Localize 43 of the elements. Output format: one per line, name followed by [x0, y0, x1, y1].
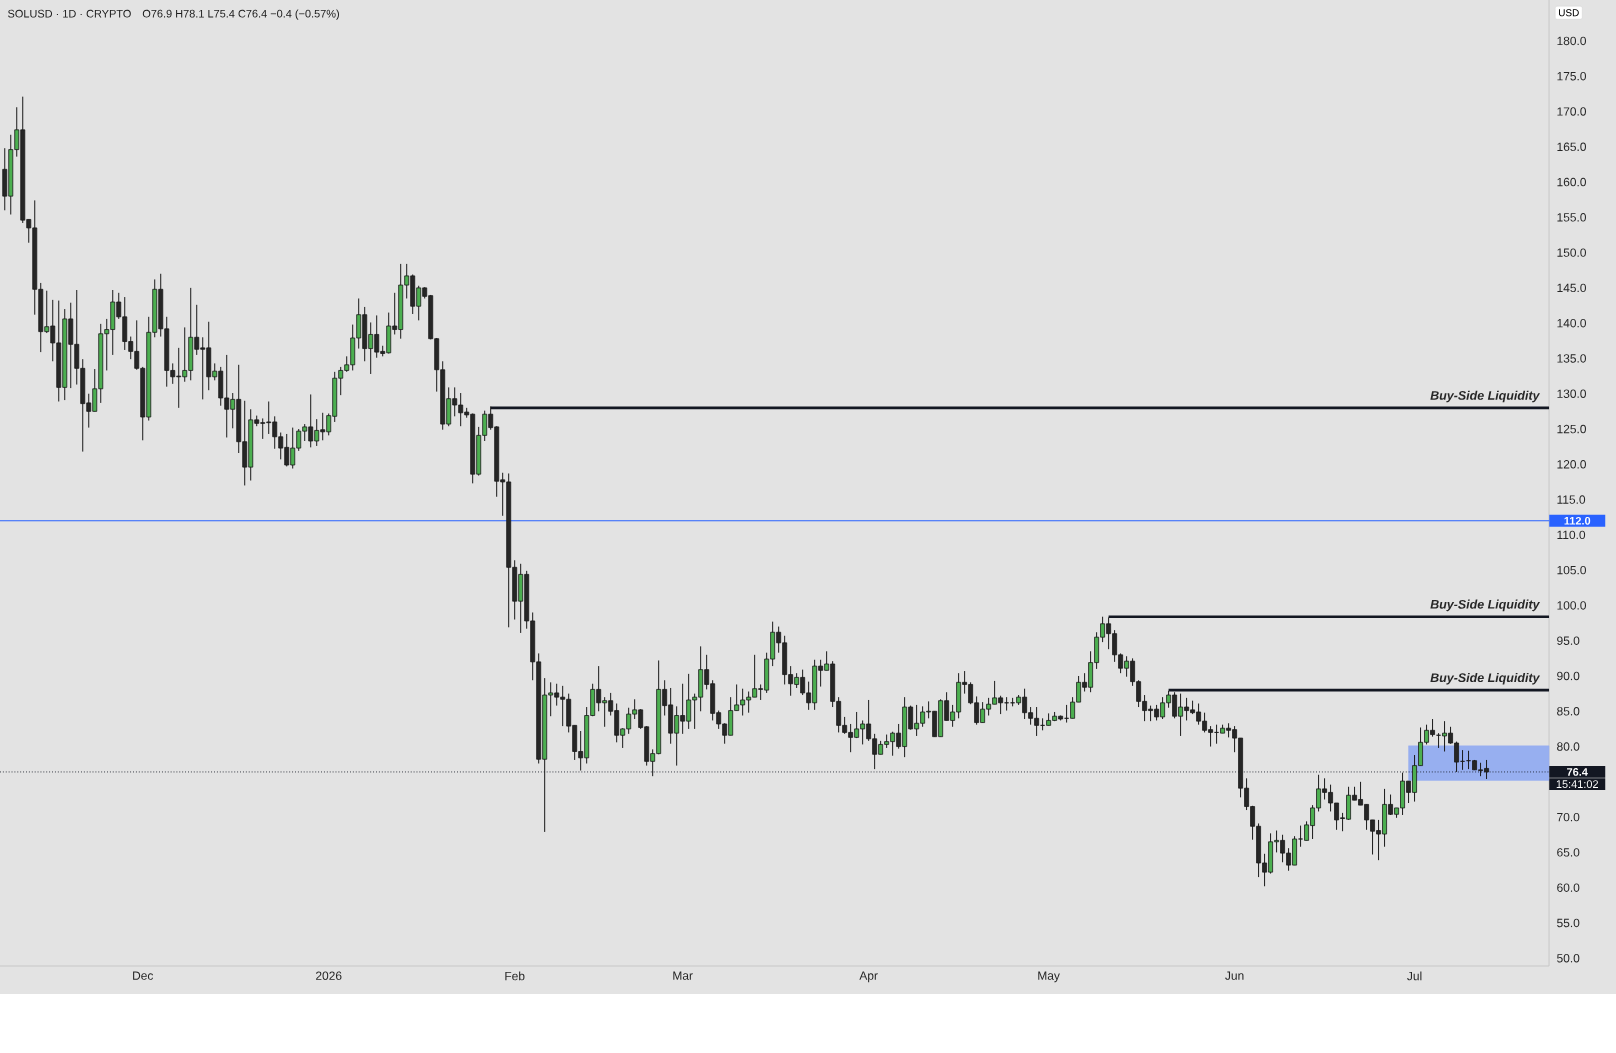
annotation: Buy-Side Liquidity	[1430, 390, 1541, 403]
y-tick-label: 100.0	[1557, 601, 1587, 610]
y-tick-label: 150.0	[1557, 248, 1587, 257]
annotation: Buy-Side Liquidity	[1430, 672, 1541, 685]
x-tick-label: Jun	[1225, 971, 1244, 980]
y-tick-label: 80.0	[1557, 742, 1580, 751]
x-tick-label: Dec	[133, 971, 154, 980]
y-tick-label: 175.0	[1557, 71, 1587, 81]
y-tick-label: 180.0	[1557, 36, 1587, 46]
x-tick-label: Apr	[859, 971, 878, 983]
y-tick-label: 105.0	[1557, 565, 1587, 575]
y-tick-label: 85.0	[1557, 707, 1580, 716]
y-axis-title: USD	[1559, 9, 1579, 17]
y-tick-label: 160.0	[1557, 177, 1587, 187]
y-tick-label: 165.0	[1557, 142, 1587, 151]
y-tick-label: 120.0	[1557, 460, 1587, 469]
y-tick-label: 90.0	[1557, 671, 1580, 681]
y-tick-label: 50.0	[1557, 954, 1580, 963]
ref-line-label: 76.4	[1567, 768, 1588, 776]
y-tick-label: 110.0	[1557, 530, 1586, 540]
y-tick-label: 60.0	[1557, 883, 1580, 892]
y-tick-label: 155.0	[1557, 213, 1587, 222]
text: O76.9 H78.1 L75.4 C76.4 −0.4 (−0.57%)	[142, 9, 339, 20]
y-tick-label: 145.0	[1557, 283, 1587, 293]
y-tick-label: 135.0	[1557, 354, 1587, 363]
x-tick-label: May	[1038, 971, 1060, 983]
x-tick-label: Mar	[673, 971, 693, 980]
x-tick-label: Feb	[505, 971, 525, 981]
annotation: Buy-Side Liquidity	[1430, 599, 1541, 612]
y-tick-label: 55.0	[1557, 918, 1580, 928]
text: SOLUSD · 1D · CRYPTO	[8, 9, 131, 18]
x-tick-label: 2026	[316, 971, 342, 980]
text: 15:41:02	[1556, 780, 1599, 788]
y-tick-label: 130.0	[1557, 389, 1587, 398]
y-tick-label: 70.0	[1557, 812, 1580, 822]
ref-line-label: 112.0	[1564, 516, 1591, 525]
y-tick-label: 95.0	[1557, 636, 1580, 645]
y-tick-label: 140.0	[1557, 318, 1587, 328]
y-tick-label: 125.0	[1557, 424, 1587, 434]
y-tick-label: 170.0	[1557, 107, 1587, 116]
y-tick-label: 65.0	[1557, 848, 1580, 857]
x-tick-label: Jul	[1407, 971, 1422, 981]
y-tick-label: 115.0	[1557, 495, 1586, 504]
